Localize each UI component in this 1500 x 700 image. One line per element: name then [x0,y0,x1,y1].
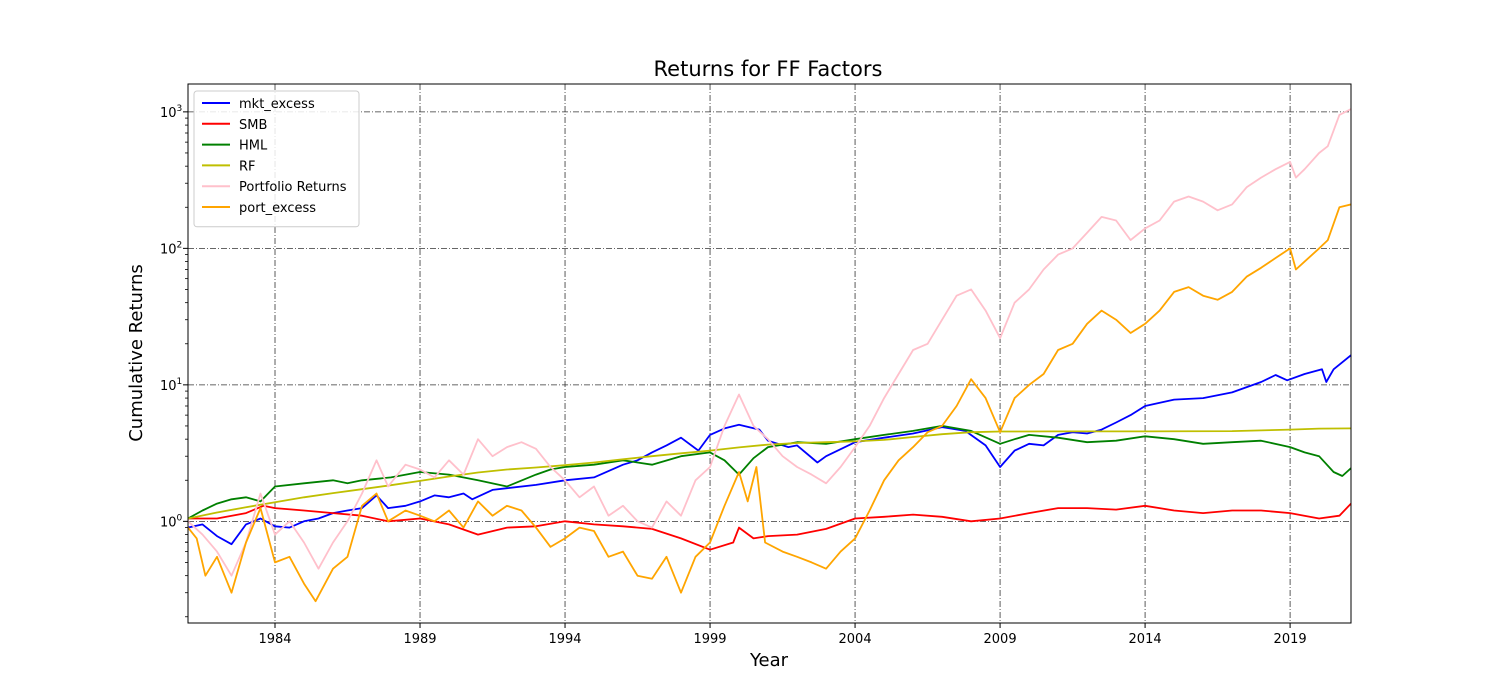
y-axis-title: Cumulative Returns [126,264,147,442]
x-tick-label: 1994 [548,632,581,647]
series-line-port-excess [188,203,1351,603]
legend-label: port_excess [239,201,316,216]
legend-label: mkt_excess [239,97,315,112]
series-lines [188,108,1351,603]
x-tick-label: 1999 [693,632,726,647]
x-axis-title: Year [749,650,789,671]
legend-label: SMB [239,118,267,133]
y-tick-label: 102 [160,240,182,257]
plot-frame [187,83,1352,624]
series-line-mkt-excess [188,354,1351,546]
legend-label: Portfolio Returns [239,180,347,195]
series-line-portfolio-returns [188,108,1351,577]
legend-label: HML [239,139,268,154]
y-tick-label: 103 [160,104,182,121]
y-tick-label: 100 [160,513,183,530]
x-tick-label: 2004 [839,632,872,647]
x-tick-label: 2014 [1129,632,1162,647]
legend-label: RF [239,159,256,174]
legend-box [193,90,360,228]
y-tick-label: 101 [160,377,182,394]
x-tick-label: 1989 [403,632,436,647]
series-line-smb [188,502,1351,551]
series-line-rf [188,427,1351,520]
x-axis: 1984 1989 1994 1999 2004 2009 2014 2019 [258,623,1307,647]
legend: mkt_excess SMB HML RF Portfolio Returns port_… [193,90,360,228]
series-line-hml [188,425,1351,520]
x-tick-label: 1984 [258,632,291,647]
x-tick-label: 2009 [984,632,1017,647]
y-axis: 100 101 102 103 [160,104,188,618]
chart-title: Returns for FF Factors [654,57,883,81]
x-tick-label: 2019 [1274,632,1307,647]
